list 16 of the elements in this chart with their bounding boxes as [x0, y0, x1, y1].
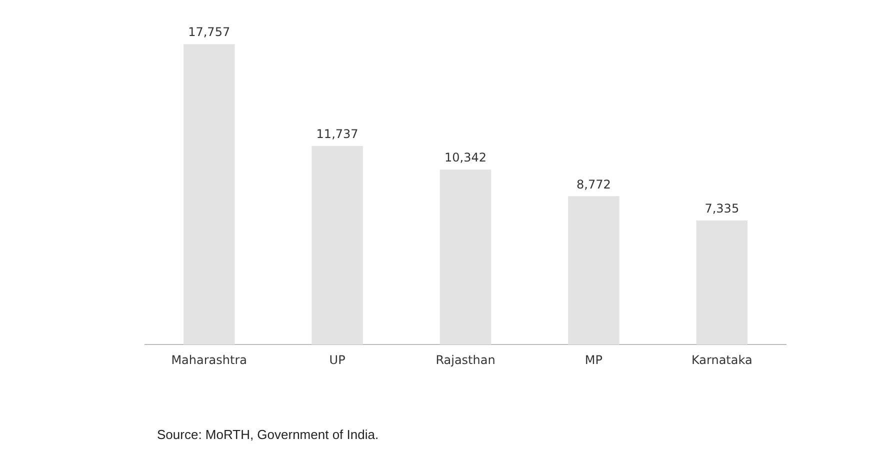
bar	[568, 196, 620, 345]
x-tick-label: Rajasthan	[436, 352, 496, 367]
x-tick-label: MP	[584, 352, 602, 367]
bar	[440, 170, 492, 345]
data-label: 7,335	[704, 202, 740, 216]
x-tick-label: Maharashtra	[171, 352, 248, 367]
bar	[183, 44, 235, 345]
x-tick-label: UP	[329, 352, 346, 367]
data-label: 8,772	[576, 177, 611, 192]
bar	[696, 220, 748, 345]
data-label: 10,342	[444, 150, 486, 165]
data-label: 17,757	[188, 25, 230, 40]
data-label: 11,737	[316, 127, 358, 142]
source-note: Source: MoRTH, Government of India.	[157, 427, 379, 442]
x-tick-label: Karnataka	[691, 352, 752, 367]
bar	[312, 146, 363, 345]
